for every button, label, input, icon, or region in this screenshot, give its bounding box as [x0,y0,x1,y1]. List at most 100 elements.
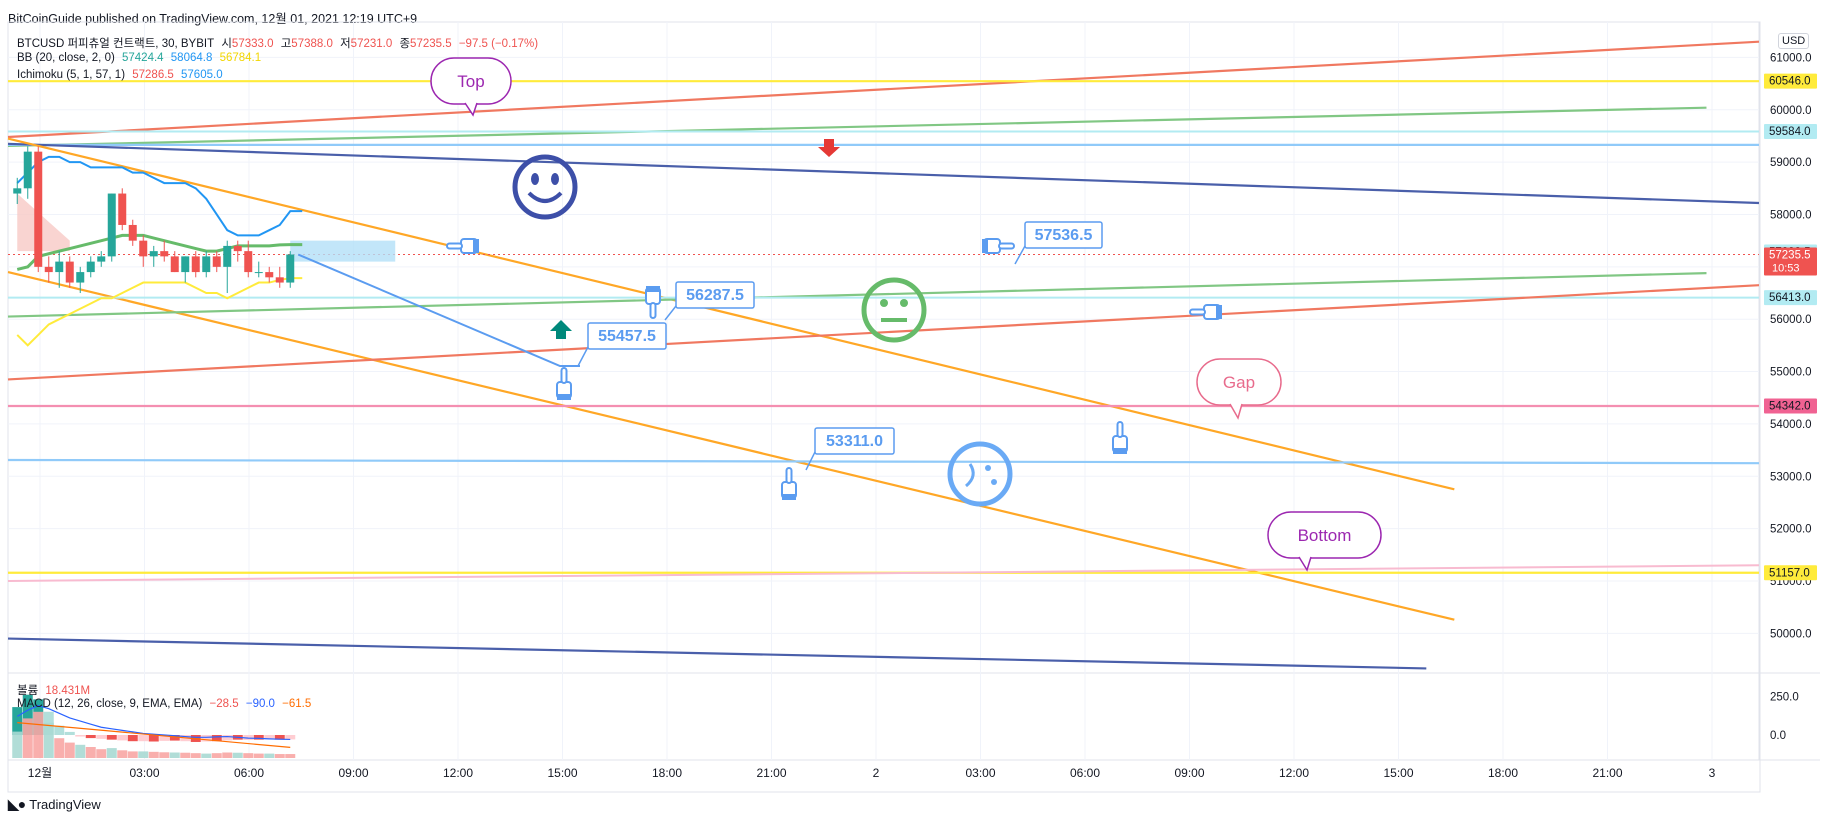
dizzy-face-icon-outline [947,441,1013,507]
dizzy-face-icon-eye [985,465,991,471]
pricebox-56287: 56287.5 [664,281,755,321]
callout-gap: Gap [1196,358,1282,420]
hand-pointer-icon-finger [1189,308,1206,316]
price-tag [1764,247,1817,276]
projection-line [297,253,580,367]
macd-line [16,704,291,741]
macd-histogram-bar [54,725,65,735]
callout-gap-tail [1229,403,1243,420]
candles [13,146,295,294]
candle-body [44,266,53,273]
candle-body [55,261,64,273]
candle-body [86,261,95,273]
macd-histogram-bar [75,735,86,737]
hand-pointer-icon-cuff [557,394,571,400]
callout-gap-label: Gap [1223,373,1255,392]
pricebox-56287-leader [664,305,677,321]
hand-pointer-icon-finger [560,367,568,384]
pricebox-57536-box [1024,221,1103,249]
hand-pointer-icon [781,467,797,500]
hand-pointer-icon [982,238,1015,254]
neutral-face-icon [861,277,927,343]
green-lower-line [7,272,1707,318]
x-tick-label: 3 [1709,766,1716,780]
macd-histogram-bar [201,735,212,742]
candle-body [65,261,74,283]
volume-bar [169,752,180,758]
volume-bar [180,752,191,758]
hand-pointer-icon-finger [446,242,463,250]
red-lower-line [7,284,1760,381]
candle-body [244,251,253,273]
currency-badge[interactable]: USD [1778,33,1810,49]
gridlines [8,22,1759,760]
neutral-face-icon-outline [861,277,927,343]
callout-bottom-label: Bottom [1298,526,1352,545]
volume-bar [85,747,96,758]
hand-pointer-icon-finger [649,302,657,319]
candle-body [160,251,169,257]
candle-body [181,256,190,273]
dizzy-face-icon [947,441,1013,507]
price-tag-label: 54342.0 [1769,401,1811,413]
price-tag-label: 59584.0 [1769,126,1811,138]
pricebox-57536-label: 57536.5 [1035,227,1093,244]
macd-histogram-bar [274,735,285,740]
macd-histogram-bar [159,735,170,741]
time-axis[interactable]: 12월 03:00 06:00 09:00 12:00 15:00 18:00 21:00 2 0… [28,766,1716,780]
callout-bottom-tail [1298,556,1312,572]
candle-body [170,256,179,273]
indicators [16,155,396,347]
y-tick-label: 54000.0 [1770,419,1812,431]
volume-bar [33,711,44,758]
volume-bar [232,752,243,758]
volume-bar [12,731,23,758]
volume-bar [159,752,170,758]
pricebox-55457: 55457.5 [577,322,667,367]
candle-body [97,256,106,262]
candle-body [233,245,242,252]
macd-histogram-bar [106,735,117,740]
candle-body [191,256,200,273]
x-tick-label: 09:00 [1174,766,1204,780]
x-tick-label: 21:00 [1592,766,1622,780]
hand-pointer-icon-finger [1116,421,1124,438]
macd-histogram-bar [169,735,180,741]
smiley-face-icon-eye [551,173,559,185]
candle-body [149,251,158,257]
volume-bar [106,748,117,758]
pricebox-56287-box [675,281,755,309]
macd-histogram-bar [22,694,33,735]
x-tick-label: 2 [873,766,880,780]
pricebox-55457-box [587,322,667,350]
smiley-face-icon [512,154,578,220]
legend-line-ichimoku: Ichimoku (5, 1, 57, 1) 57286.5 57605.0 [17,69,223,81]
navy-lower-line [7,637,1427,670]
macd-histogram-bar [138,735,149,742]
pink-bottom-line [7,564,1760,582]
price-tag-label: 60546.0 [1769,76,1811,88]
hand-pointer-icon [645,286,661,319]
price-tag [1764,565,1817,581]
y-tick-label: 61000.0 [1770,52,1812,64]
x-tick-label: 09:00 [338,766,368,780]
hand-pointer-icon [446,238,479,254]
price-axis[interactable]: 61000.060000.059000.058000.057000.056000… [1764,52,1817,640]
volume-bar [222,752,233,758]
callout-top: Top [430,57,512,117]
sell-arrow-icon [818,139,840,157]
volume-bar [43,722,54,758]
footer-brand[interactable]: ◣● TradingView [8,796,101,812]
volume-bar [127,751,138,758]
macd-histogram-bar [127,735,138,742]
dizzy-face-icon-mouth [964,463,975,488]
hand-pointer-icon-cuff [782,494,796,500]
candle-body [223,245,232,267]
x-tick-label: 03:00 [129,766,159,780]
candle-body [128,224,137,241]
volume-bar [148,751,159,758]
neutral-face-icon-eye [900,299,908,307]
y-tick-label: 53000.0 [1770,471,1812,483]
candle-body [254,272,263,274]
